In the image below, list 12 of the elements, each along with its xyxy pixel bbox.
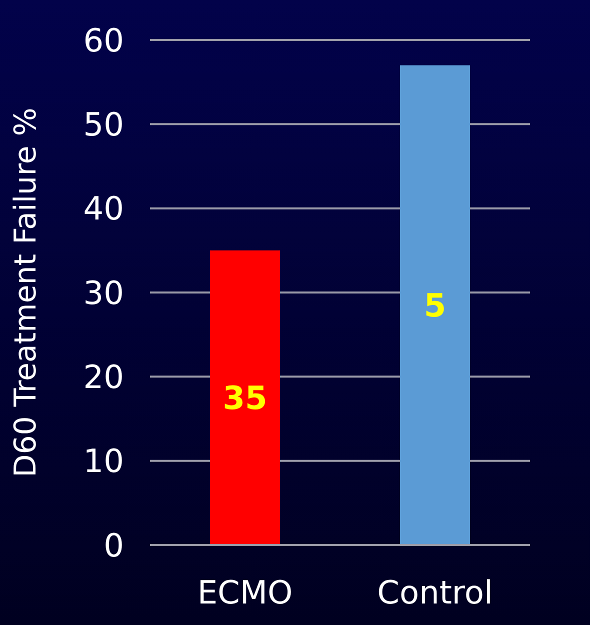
- y-tick-label: 0: [104, 526, 124, 564]
- y-tick-label: 20: [83, 358, 124, 396]
- x-tick-label: ECMO: [197, 574, 293, 612]
- x-tick-label: Control: [377, 574, 493, 612]
- data-label: 35: [222, 379, 268, 418]
- y-tick-label: 40: [83, 190, 124, 228]
- y-tick-label: 10: [83, 442, 124, 480]
- y-tick-label: 60: [83, 21, 124, 60]
- y-tick-label: 30: [83, 274, 124, 312]
- y-tick-label: 50: [83, 106, 124, 144]
- annotation: 5: [424, 286, 446, 324]
- y-axis-title: D60 Treatment Failure %: [8, 108, 44, 478]
